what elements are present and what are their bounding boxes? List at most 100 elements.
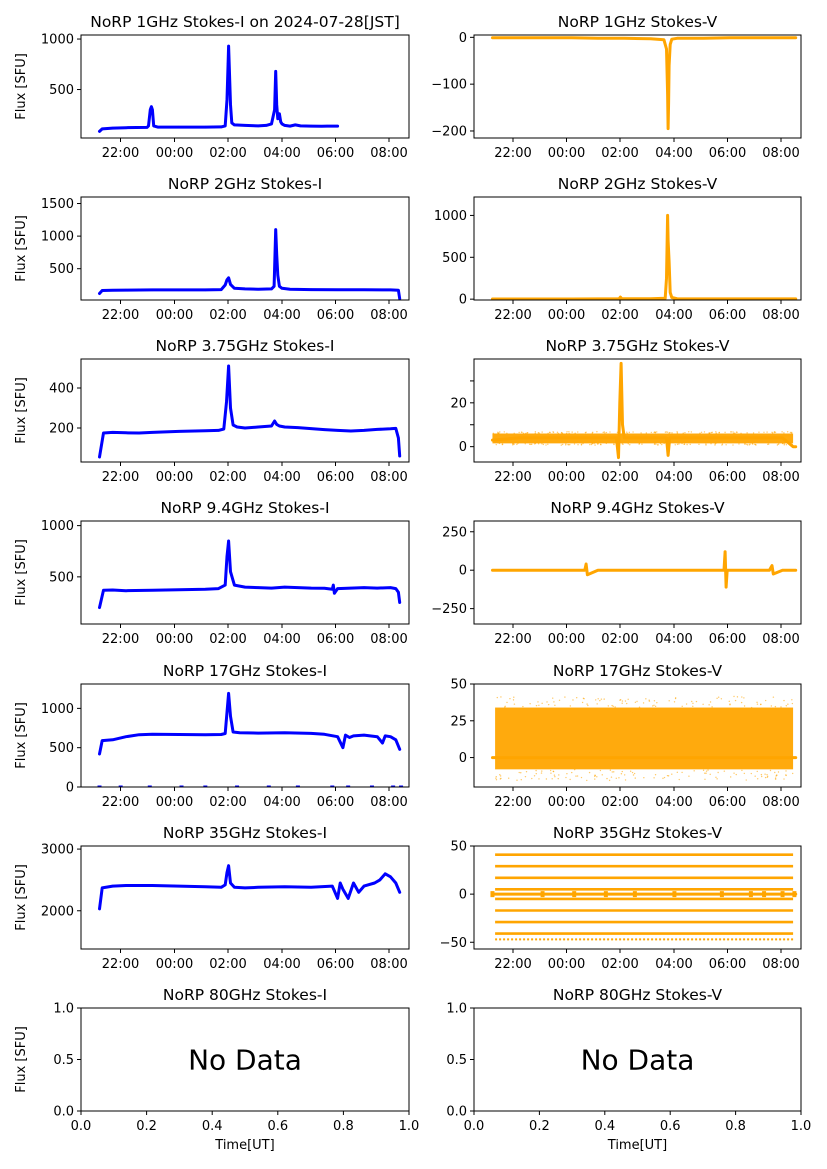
noise-speck (548, 704, 549, 705)
noise-speck (538, 705, 539, 706)
noise-speck (787, 431, 788, 432)
x-tick-label: 22:00 (102, 470, 139, 485)
noise-speck (715, 777, 716, 778)
noise-speck (508, 778, 509, 779)
series-line (100, 693, 400, 754)
x-tick-label: 06:00 (709, 957, 746, 972)
data-point (101, 128, 103, 130)
x-tick-label: 06:00 (317, 146, 354, 161)
panel-title: NoRP 2GHz Stokes-I (168, 175, 322, 193)
data-point (669, 43, 671, 45)
y-tick-label: 1.0 (53, 1002, 74, 1017)
y-axis-label: Flux [SFU] (14, 53, 29, 120)
noise-speck (683, 432, 684, 433)
noise-speck (561, 444, 562, 445)
noise-speck (661, 444, 662, 445)
data-point (265, 124, 267, 126)
noise-speck (775, 432, 776, 433)
y-tick-label: 400 (49, 382, 74, 397)
data-point (668, 437, 670, 439)
noise-speck (715, 431, 716, 432)
data-point (112, 127, 114, 129)
data-point (151, 431, 153, 433)
noise-speck (608, 705, 609, 706)
x-tick-label: 0.4 (594, 1119, 615, 1134)
noise-speck (593, 443, 594, 444)
noise-speck (721, 698, 722, 699)
data-point (336, 735, 338, 737)
noise-speck (520, 772, 521, 773)
y-tick-label: 0.0 (53, 1105, 74, 1120)
plot-area (490, 855, 796, 940)
y-tick-label: 0 (459, 31, 467, 46)
noise-speck (587, 705, 588, 706)
noise-speck (606, 778, 607, 779)
data-point (792, 756, 794, 758)
noise-speck (785, 774, 786, 775)
noise-speck (513, 697, 514, 698)
data-point (570, 569, 572, 571)
data-point (702, 437, 704, 439)
data-point (294, 124, 296, 126)
data-point (795, 893, 797, 895)
noise-speck (496, 776, 497, 777)
noise-speck (735, 700, 736, 701)
noise-speck (736, 432, 737, 433)
noise-speck (541, 770, 542, 771)
x-tick-label: 06:00 (317, 308, 354, 323)
noise-speck (621, 703, 622, 704)
noise-speck (682, 706, 683, 707)
noise-speck (523, 433, 524, 434)
data-point (347, 897, 349, 899)
data-point (204, 126, 206, 128)
data-point (667, 102, 669, 104)
data-point (283, 586, 285, 588)
noise-speck (609, 431, 610, 432)
data-point (491, 37, 493, 39)
x-tick-label: 04:00 (263, 957, 300, 972)
data-point (331, 588, 333, 590)
data-point (619, 402, 621, 404)
panel-i-94ghz: NoRP 9.4GHz Stokes-I500100022:00 00:00 02:… (14, 499, 409, 647)
noise-speck (536, 705, 537, 706)
data-point (666, 92, 668, 94)
y-tick-label: 200 (49, 422, 74, 437)
noise-speck (609, 780, 610, 781)
noise-speck (704, 779, 705, 780)
panel-title: NoRP 1GHz Stokes-I on 2024-07-28[JST] (90, 13, 400, 31)
y-tick-label: −50 (440, 936, 467, 951)
noise-speck (596, 703, 597, 704)
panel-v-80ghz: NoRP 80GHz Stokes-V0.00.51.00.0 0.2 0.4 0.6… (446, 986, 811, 1153)
y-tick-label: −250 (431, 602, 467, 617)
data-point (257, 732, 259, 734)
noise-speck (693, 770, 694, 771)
x-tick-label: 02:00 (209, 632, 246, 647)
noise-speck (628, 443, 629, 444)
noise-speck (733, 772, 734, 773)
noise-speck (749, 444, 750, 445)
plot-area (98, 692, 404, 788)
x-tick-label: 02:00 (601, 632, 638, 647)
panel-v-17ghz: NoRP 17GHz Stokes-V 0 25 50 22:00 00:00 02:00 0… (450, 662, 801, 810)
axes-frame (474, 35, 801, 138)
data-point (544, 437, 546, 439)
noise-speck (684, 432, 685, 433)
x-tick-label: 0.2 (529, 1119, 550, 1134)
data-point (283, 732, 285, 734)
noise-speck (537, 701, 538, 702)
noise-speck (521, 779, 522, 780)
data-point (232, 731, 234, 733)
noise-speck (649, 700, 650, 701)
noise-speck (527, 432, 528, 433)
series-line (493, 215, 796, 299)
data-point (233, 124, 235, 126)
data-point (244, 427, 246, 429)
x-tick-label: 02:00 (601, 308, 638, 323)
noise-speck (551, 778, 552, 779)
noise-speck (743, 697, 744, 698)
data-point (283, 886, 285, 888)
x-tick-label: 08:00 (370, 470, 407, 485)
data-point (665, 48, 667, 50)
data-point (178, 126, 180, 128)
data-point (792, 893, 794, 895)
